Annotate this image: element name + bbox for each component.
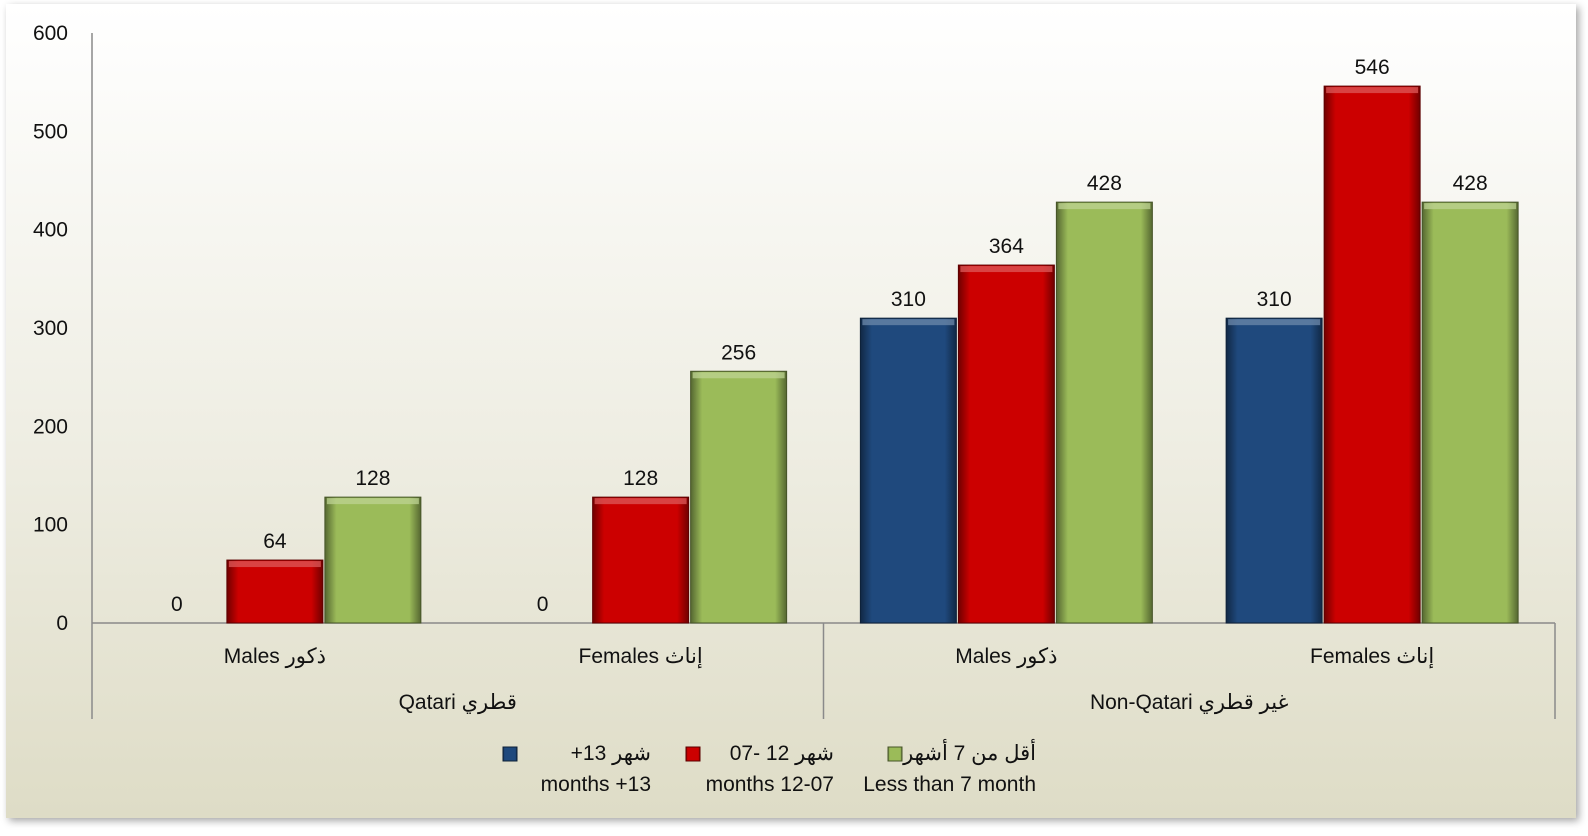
bar [690,370,788,624]
y-tick-label: 300 [33,317,68,340]
x-tick-label: Females إناث [579,645,703,669]
data-label: 546 [1355,56,1390,79]
bar-highlight [228,561,321,568]
bar-highlight [1424,203,1517,210]
bar [592,496,690,624]
data-label: 0 [537,593,549,616]
data-label: 128 [623,467,658,490]
bar-highlight [862,319,955,326]
bar-highlight [594,498,687,505]
y-tick-label: 600 [33,22,68,45]
legend-label-ar: أقل من 7 أشهر [902,738,1036,766]
legend-label-en: months +13 [541,773,651,796]
bar [1055,201,1153,624]
y-tick-label: 100 [33,514,68,537]
data-label: 256 [721,341,756,364]
bar [1323,85,1421,624]
bar-highlight [326,498,419,505]
data-label: 310 [1257,288,1292,311]
legend-swatch [685,746,701,762]
bar-highlight [1326,87,1419,94]
legend-label-en: Less than 7 month [863,773,1036,796]
bar [1421,201,1519,624]
data-label: 428 [1087,172,1122,195]
y-tick-label: 400 [33,219,68,242]
bar [1225,317,1323,624]
bar-highlight [1058,203,1151,210]
x-tick-label: Males ذكور [955,645,1057,669]
bar-highlight [1228,319,1321,326]
legend-swatch [887,746,903,762]
group-label: Non-Qatari غير قطري [1090,691,1289,715]
legend-label-ar: 07- 12 شهر [730,742,834,766]
y-tick-label: 500 [33,120,68,143]
group-label: Qatari قطري [399,691,517,715]
x-tick-label: Males ذكور [224,645,326,669]
bar [957,264,1055,624]
bar [859,317,957,624]
data-label: 128 [355,467,390,490]
legend: +13 شهر months +13 07- 12 شهر months 12-07 أ… [502,738,1036,796]
bar-highlight [692,372,785,379]
legend-label-ar: +13 شهر [571,742,651,766]
bar-highlight [960,266,1053,273]
data-label: 428 [1453,172,1488,195]
data-label: 310 [891,288,926,311]
y-tick-label: 0 [56,612,68,635]
data-label: 364 [989,235,1024,258]
legend-swatch [502,746,518,762]
x-tick-label: Females إناث [1310,645,1434,669]
bar [324,496,422,624]
y-tick-label: 200 [33,415,68,438]
bar [226,559,324,624]
data-label: 0 [171,593,183,616]
data-label: 64 [263,530,287,553]
legend-label-en: months 12-07 [706,773,834,796]
